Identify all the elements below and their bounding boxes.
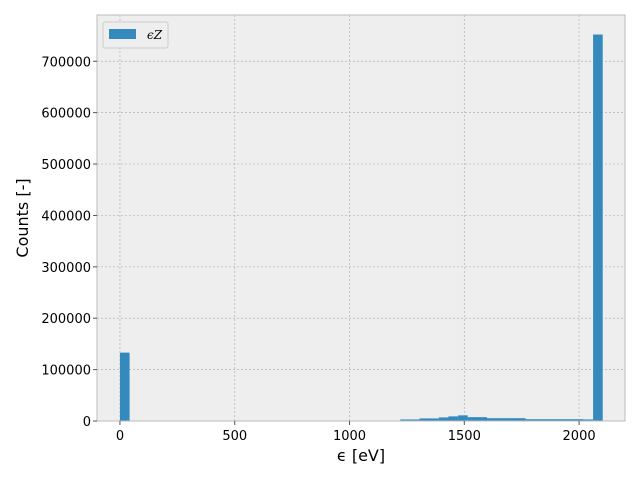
x-tick-label: 500 xyxy=(222,429,247,444)
histogram-bar xyxy=(400,419,420,421)
histogram-bar xyxy=(583,419,594,421)
histogram-bar xyxy=(487,418,526,421)
legend: ϵZ xyxy=(102,21,169,49)
y-tick-label: 300000 xyxy=(41,261,91,276)
histogram-bar xyxy=(525,419,584,421)
histogram-bar xyxy=(467,417,488,421)
grid xyxy=(97,15,625,422)
x-tick-label: 1000 xyxy=(333,429,366,444)
y-axis-label: Counts [-] xyxy=(13,178,32,257)
histogram-bar xyxy=(458,415,468,421)
histogram-bar xyxy=(419,418,439,421)
x-axis-ticks: 0 500 1000 1500 2000 xyxy=(116,421,596,444)
histogram-bar xyxy=(438,417,449,421)
legend-swatch xyxy=(109,29,136,39)
x-tick-label: 2000 xyxy=(563,429,596,444)
histogram-bar xyxy=(448,416,459,421)
x-tick-label: 1500 xyxy=(448,429,481,444)
y-tick-label: 0 xyxy=(83,415,91,430)
plot-background xyxy=(97,15,625,421)
plot-frame xyxy=(96,14,626,422)
y-tick-label: 100000 xyxy=(41,364,91,379)
bars xyxy=(119,34,603,421)
histogram-bar xyxy=(593,34,603,421)
x-tick-label: 0 xyxy=(116,429,124,444)
y-axis-ticks: 0 100000 200000 300000 400000 500000 600000 700… xyxy=(41,55,97,430)
y-tick-label: 200000 xyxy=(41,312,91,327)
y-tick-label: 500000 xyxy=(41,158,91,173)
y-tick-label: 700000 xyxy=(41,55,91,70)
y-tick-label: 600000 xyxy=(41,107,91,122)
histogram-bar xyxy=(119,352,130,421)
x-axis-label: ϵ [eV] xyxy=(337,446,385,465)
y-tick-label: 400000 xyxy=(41,209,91,224)
legend-label: ϵZ xyxy=(147,28,163,42)
